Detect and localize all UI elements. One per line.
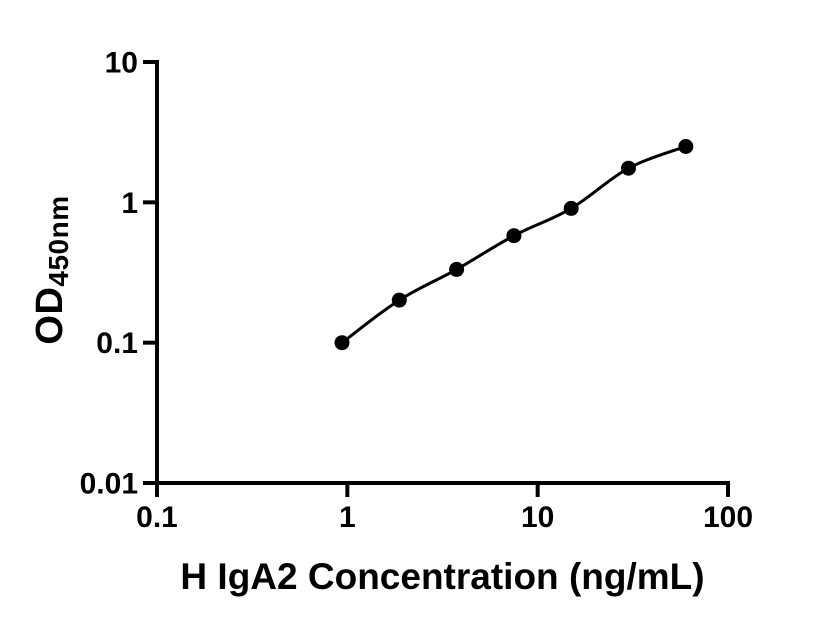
data-point — [621, 160, 636, 176]
data-point — [334, 335, 350, 351]
y-axis-label-subscript: 450nm — [43, 195, 75, 287]
x-tick-label: 100 — [703, 501, 753, 534]
data-point — [563, 200, 579, 216]
y-tick-label: 0.1 — [96, 327, 138, 360]
x-axis-title: H IgA2 Concentration (ng/mL) — [180, 556, 705, 597]
y-tick-label: 10 — [105, 47, 138, 80]
data-point — [449, 261, 465, 277]
data-point — [391, 292, 407, 308]
axis-frame — [155, 60, 730, 485]
y-tick-label: 1 — [121, 187, 138, 220]
x-tick-label: 0.1 — [136, 501, 178, 534]
y-axis-label-main: OD — [28, 286, 71, 345]
data-point — [506, 228, 522, 244]
y-tick-label: 0.01 — [80, 468, 138, 501]
data-point — [678, 139, 694, 154]
fit-curve — [341, 145, 687, 344]
y-axis-label: OD450nm — [29, 195, 75, 344]
x-tick-label: 10 — [521, 501, 554, 534]
x-tick-label: 1 — [339, 501, 356, 534]
